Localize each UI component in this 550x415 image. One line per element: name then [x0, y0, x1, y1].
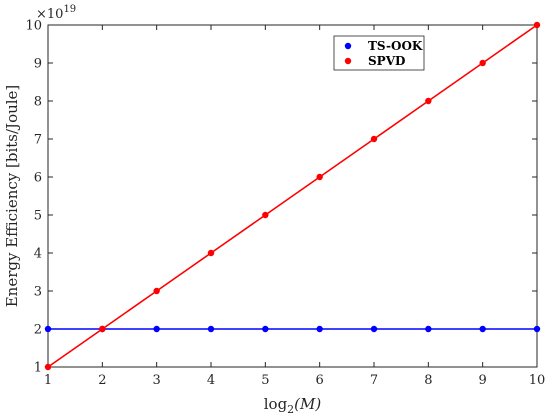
- legend-box: [333, 35, 425, 71]
- y-tick-label: 6: [34, 171, 42, 186]
- legend-label: SPVD: [368, 54, 405, 68]
- data-point: [207, 325, 215, 333]
- data-point: [370, 325, 378, 333]
- x-tick-label: 6: [316, 373, 324, 388]
- data-point: [153, 287, 160, 295]
- data-point: [479, 325, 486, 333]
- series-layer: [44, 21, 541, 371]
- data-point: [44, 363, 52, 371]
- x-tick-label: 1: [44, 373, 52, 388]
- data-point: [153, 325, 160, 333]
- data-point: [533, 21, 541, 29]
- data-point: [316, 173, 323, 181]
- x-tick-label: 3: [153, 373, 161, 388]
- x-axis-label: log2(M): [264, 395, 322, 415]
- y-tick-label: 4: [34, 247, 42, 262]
- y-tick-label: 2: [34, 323, 42, 338]
- x-tick-label: 10: [529, 373, 546, 388]
- y-exponent-prefix: ×10: [36, 7, 63, 22]
- x-label-argument: (M): [294, 395, 321, 413]
- data-point: [425, 97, 432, 105]
- legend-marker: [344, 42, 352, 50]
- x-tick-label: 4: [207, 373, 215, 388]
- data-point: [370, 135, 378, 143]
- x-label-main: log: [264, 395, 288, 413]
- data-point: [425, 325, 432, 333]
- data-point: [207, 249, 215, 257]
- y-tick-label: 1: [34, 361, 42, 376]
- x-label-subscript: 2: [287, 403, 294, 415]
- y-tick-label: 3: [34, 285, 42, 300]
- data-point: [262, 211, 269, 219]
- data-point: [262, 325, 269, 333]
- y-tick-label: 8: [34, 95, 42, 110]
- y-tick-label: 7: [34, 133, 42, 148]
- legend-marker: [344, 57, 352, 65]
- y-exponent-power: 19: [63, 4, 76, 15]
- data-point: [99, 325, 106, 333]
- axis-ticks: 1 2 3 4 5 6 7 8 9 10 1 2 3 4 5 6 7 8 9 10: [25, 19, 545, 389]
- x-tick-label: 8: [424, 373, 432, 388]
- legend-item: SPVD: [344, 54, 405, 68]
- series-ts-ook: [44, 325, 541, 333]
- x-tick-label: 2: [98, 373, 106, 388]
- y-axis-label: Energy Efficiency [bits/Joule]: [3, 85, 21, 308]
- y-tick-label: 5: [34, 209, 42, 224]
- series-line: [47, 24, 538, 368]
- series-spvd: [44, 21, 541, 371]
- y-tick-label: 9: [34, 57, 42, 72]
- data-point: [479, 59, 486, 67]
- data-point: [533, 325, 541, 333]
- y-axis-exponent: ×1019: [36, 4, 76, 22]
- x-tick-label: 9: [479, 373, 487, 388]
- data-point: [44, 325, 52, 333]
- x-tick-label: 5: [261, 373, 269, 388]
- legend-label: TS-OOK: [368, 39, 423, 53]
- data-point: [316, 325, 323, 333]
- legend-item: TS-OOK: [344, 39, 423, 53]
- x-tick-label: 7: [370, 373, 378, 388]
- y-tick-label: 10: [25, 19, 42, 34]
